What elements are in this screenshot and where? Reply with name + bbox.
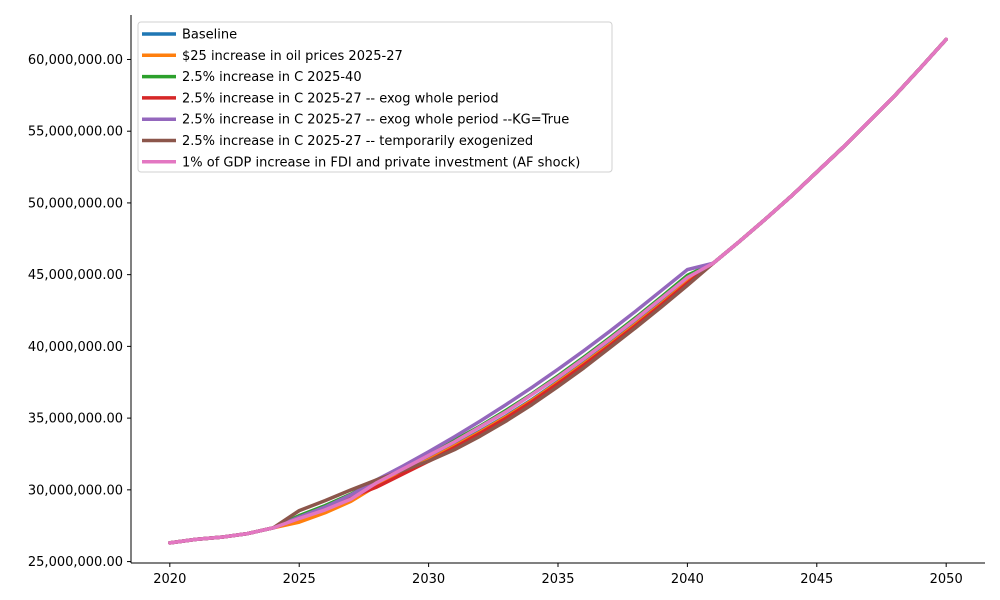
legend-label-5: 2.5% increase in C 2025-27 -- temporaril… (182, 134, 533, 149)
x-tick-label-2: 2030 (412, 572, 445, 587)
legend-label-0: Baseline (182, 28, 237, 43)
legend-label-1: $25 increase in oil prices 2025-27 (182, 49, 403, 64)
y-tick-label-5: 50,000,000.00 (28, 196, 123, 211)
y-tick-label-2: 35,000,000.00 (28, 412, 123, 427)
series-line-6 (168, 37, 948, 545)
y-tick-label-0: 25,000,000.00 (28, 555, 123, 570)
y-tick-label-6: 55,000,000.00 (28, 125, 123, 140)
x-tick-label-4: 2040 (671, 572, 704, 587)
legend-box (137, 21, 613, 173)
legend-label-6: 1% of GDP increase in FDI and private in… (182, 155, 580, 170)
y-tick-label-4: 45,000,000.00 (28, 268, 123, 283)
y-tick-label-7: 60,000,000.00 (28, 53, 123, 68)
x-tick-label-3: 2035 (541, 572, 574, 587)
legend-items: Baseline $25 increase in oil prices 2025-… (142, 28, 580, 170)
x-ticks: 2020 2025 2030 2035 2040 2045 2050 (153, 563, 963, 587)
x-tick-label-6: 2050 (930, 572, 963, 587)
legend: Baseline $25 increase in oil prices 2025-… (137, 21, 613, 173)
x-tick-label-5: 2045 (800, 572, 833, 587)
y-tick-label-1: 30,000,000.00 (28, 483, 123, 498)
y-ticks: 25,000,000.00 30,000,000.00 35,000,000.00 4… (28, 53, 131, 570)
x-tick-label-1: 2025 (283, 572, 316, 587)
legend-label-3: 2.5% increase in C 2025-27 -- exog whole… (182, 91, 499, 106)
x-tick-label-0: 2020 (153, 572, 186, 587)
legend-label-4: 2.5% increase in C 2025-27 -- exog whole… (182, 113, 569, 128)
series-layer (168, 37, 948, 545)
legend-label-2: 2.5% increase in C 2025-40 (182, 70, 362, 85)
y-tick-label-3: 40,000,000.00 (28, 340, 123, 355)
